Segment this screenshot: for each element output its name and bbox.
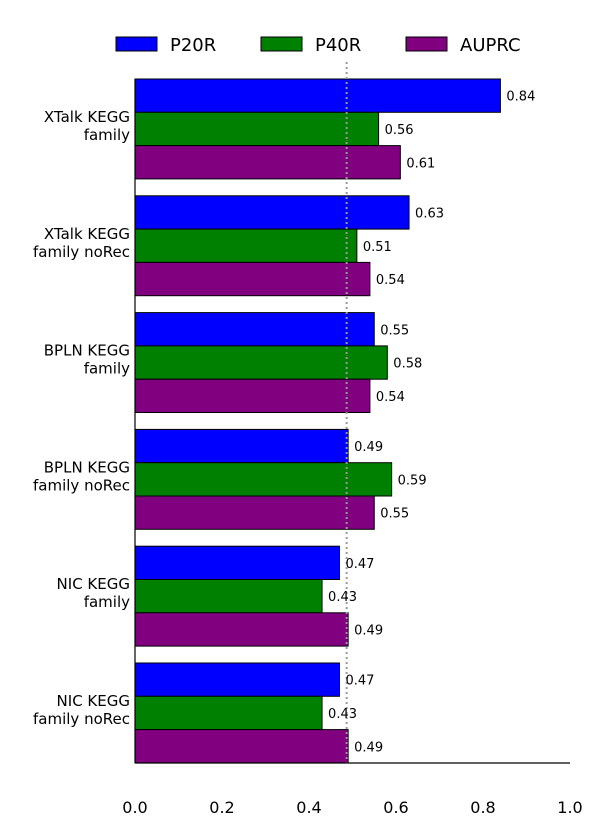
legend: P20R P40R AUPRC [115,35,521,56]
bars-group [134,78,501,764]
data-label-p20r-1: 0.63 [415,206,444,221]
bar-p40r-0 [134,111,380,147]
bar-p20r-1 [134,195,410,230]
data-label-p40r-0: 0.56 [385,123,414,138]
data-label-auprc-0: 0.61 [406,156,435,171]
legend-swatch-p40r [260,36,303,52]
bar-p40r-2 [134,345,388,380]
category-label-2-line-1: family [84,360,130,378]
x-tick-label-5: 1.0 [557,798,582,817]
bar-p20r-0 [134,78,501,113]
legend-swatch-p20r [115,36,158,52]
data-label-p40r-4: 0.43 [328,590,357,605]
bar-p20r-4 [134,545,340,581]
bar-auprc-1 [134,261,371,297]
bar-p40r-4 [134,579,323,614]
data-label-p20r-4: 0.47 [345,557,374,572]
category-label-4-line-0: NIC KEGG [57,575,130,593]
data-label-auprc-2: 0.54 [376,390,405,405]
category-label-2-line-0: BPLN KEGG [44,342,130,360]
x-tick-label-1: 0.2 [209,798,234,817]
data-label-p40r-3: 0.59 [398,473,427,488]
category-label-5-line-0: NIC KEGG [57,692,130,710]
bar-auprc-3 [134,495,375,530]
data-label-auprc-1: 0.54 [376,273,405,288]
bar-p20r-2 [134,312,375,347]
x-tick-label-2: 0.4 [296,798,321,817]
data-label-p40r-1: 0.51 [363,240,392,255]
data-label-p20r-0: 0.84 [506,90,535,105]
data-label-p20r-2: 0.55 [380,323,409,338]
data-label-p40r-5: 0.43 [328,707,357,722]
data-label-auprc-5: 0.49 [354,740,383,755]
category-label-5-line-1: family noRec [33,710,130,728]
bar-auprc-2 [134,378,371,414]
category-label-0-line-0: XTalk KEGG [44,108,130,126]
category-label-1-line-1: family noRec [33,243,130,261]
x-tick-label-0: 0.0 [122,798,147,817]
bar-auprc-4 [134,612,349,647]
category-label-4-line-1: family [84,593,130,611]
x-tick-label-3: 0.6 [383,798,408,817]
data-label-auprc-4: 0.49 [354,623,383,638]
x-tick-label-4: 0.8 [470,798,495,817]
data-label-p20r-5: 0.47 [345,674,374,689]
category-label-0-line-1: family [84,126,130,144]
data-label-auprc-3: 0.55 [380,507,409,522]
axes-group: 0.0 0.2 0.4 0.6 0.8 1.0 [122,79,583,817]
legend-label-p20r: P20R [170,35,216,56]
bar-p40r-1 [134,228,358,263]
bar-auprc-5 [134,729,349,764]
legend-label-p40r: P40R [315,35,361,56]
data-label-p40r-2: 0.58 [393,357,422,372]
bar-p40r-3 [134,462,393,497]
category-label-3-line-0: BPLN KEGG [44,458,130,476]
bar-p20r-5 [134,662,340,697]
legend-label-auprc: AUPRC [460,35,521,56]
data-label-p20r-3: 0.49 [354,440,383,455]
category-label-1-line-0: XTalk KEGG [44,225,130,243]
legend-swatch-auprc [405,36,448,52]
bar-p40r-5 [134,695,323,731]
category-label-3-line-1: family noRec [33,476,130,494]
bar-auprc-0 [134,145,401,180]
bar-p20r-3 [134,428,349,464]
